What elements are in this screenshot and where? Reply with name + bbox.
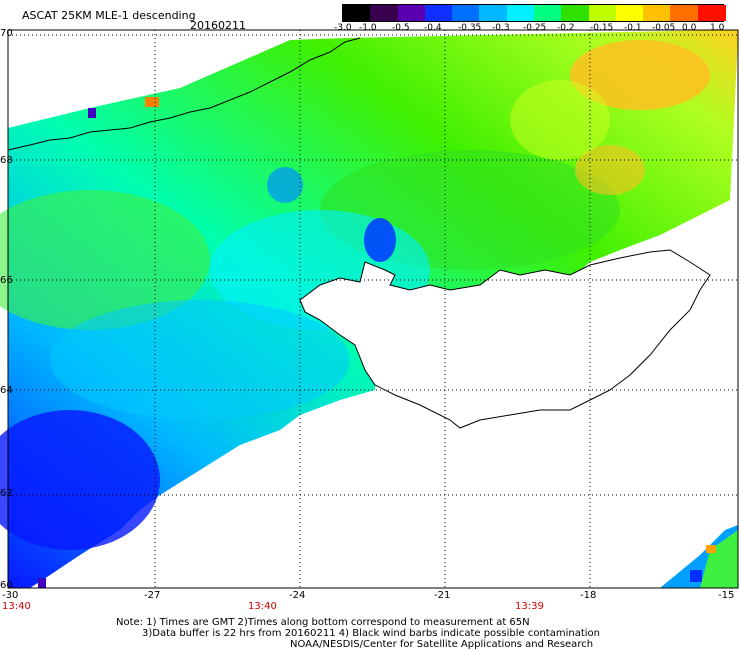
lon-label-30: -30 (2, 590, 19, 601)
swath-corner (660, 525, 738, 588)
colorbar-segment (534, 5, 562, 21)
map-frame (7, 29, 739, 589)
lat-label-62: 62 (0, 488, 13, 499)
yellow-patch (575, 145, 645, 195)
colorbar-tick-label: 1.0 (710, 23, 725, 33)
orange-pixel (706, 545, 716, 553)
greenland-coast (7, 37, 361, 151)
note-line-1: Note: 1) Times are GMT 2)Times along bot… (116, 617, 530, 628)
lon-label-27: -27 (144, 590, 161, 601)
colorbar-segment (670, 5, 699, 21)
product-title: ASCAT 25KM MLE-1 descending (22, 9, 196, 22)
colorbar-segment (643, 5, 672, 21)
time-label-3: 13:39 (515, 601, 544, 612)
colorbar-tick-label: 0.0 (682, 23, 697, 33)
blue-patch (267, 167, 303, 203)
colorbar-tick-label: -0.4 (424, 23, 442, 33)
colorbar-tick-label: -0.3 (492, 23, 510, 33)
lat-label-70: 70 (0, 28, 13, 39)
colorbar-segment (452, 5, 481, 21)
lon-label-15: -15 (718, 590, 735, 601)
product-date: 20160211 (190, 19, 246, 32)
time-label-2: 13:40 (248, 601, 277, 612)
colorbar-tick-label: -0.25 (523, 23, 547, 33)
colorbar (342, 4, 726, 22)
blue-patch (0, 410, 160, 550)
colorbar-tick-label: -0.2 (557, 23, 575, 33)
colorbar-segment (615, 5, 644, 21)
colorbar-tick-label: -0.1 (624, 23, 642, 33)
purple-pixel (88, 108, 96, 118)
iceland-land (299, 249, 711, 429)
colorbar-segment (370, 5, 399, 21)
lon-label-21: -21 (434, 590, 451, 601)
blue-patch (364, 218, 396, 262)
colorbar-segment (479, 5, 508, 21)
colorbar-tick-label: -0.05 (652, 23, 676, 33)
colorbar-segment (424, 5, 453, 21)
lat-label-64: 64 (0, 385, 13, 396)
colorbar-segment (588, 5, 617, 21)
yellow-patch (570, 40, 710, 110)
note-line-3: NOAA/NESDIS/Center for Satellite Applica… (290, 639, 594, 650)
purple-pixel (38, 578, 46, 588)
lat-label-68: 68 (0, 155, 13, 166)
lon-label-18: -18 (580, 590, 597, 601)
green-patch (0, 190, 210, 330)
colorbar-tick-label: -0.5 (392, 23, 410, 33)
colorbar-segment (397, 5, 426, 21)
colorbar-tick-label: -0.35 (458, 23, 482, 33)
cyan-patch (50, 300, 350, 420)
colorbar-segment (506, 5, 535, 21)
colorbar-tick-label: -3.0 (334, 23, 352, 33)
lat-label-66: 66 (0, 275, 13, 286)
blue-pixel (690, 570, 702, 582)
lat-label-60: 60 (0, 580, 13, 591)
time-label-1: 13:40 (2, 601, 31, 612)
lon-label-24: -24 (289, 590, 306, 601)
colorbar-segment (697, 5, 726, 21)
note-line-2: 3)Data buffer is 22 hrs from 20160211 4)… (142, 628, 600, 639)
colorbar-tick-label: -1.0 (359, 23, 377, 33)
lat-lon-grid (8, 30, 738, 588)
orange-pixel (145, 97, 159, 107)
colorbar-segment (343, 5, 371, 21)
colorbar-segment (561, 5, 590, 21)
yellow-patch (510, 80, 610, 160)
colorbar-tick-label: -0.15 (590, 23, 614, 33)
